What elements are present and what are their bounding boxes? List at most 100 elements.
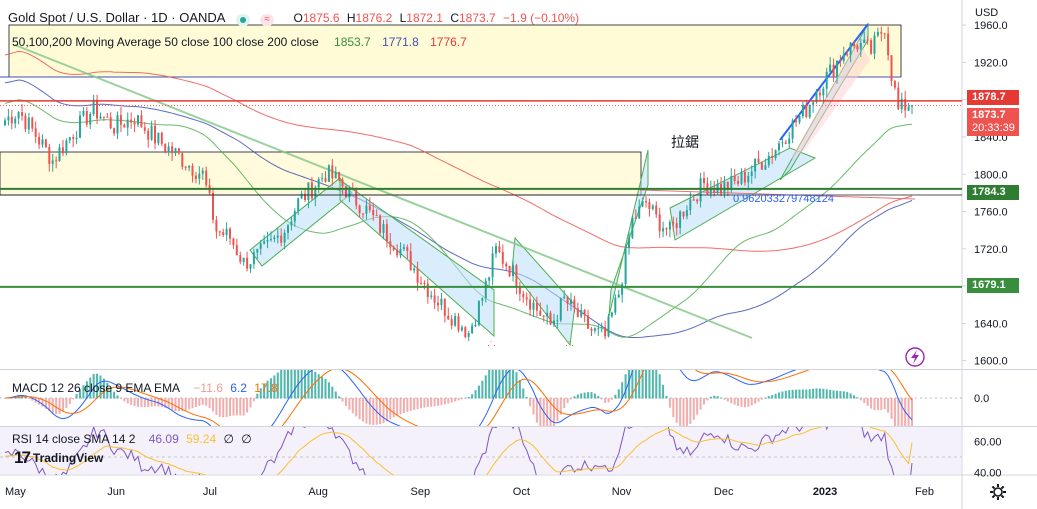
candle-body: [760, 162, 763, 170]
tradingview-wordmark: TradingView: [32, 451, 104, 465]
candle-body: [430, 295, 433, 297]
macd-hist-bar: [344, 398, 348, 406]
macd-hist-bar: [795, 389, 798, 399]
macd-legend[interactable]: MACD 12 26 close 9 EMA EMA −11.6 6.2 17.…: [12, 380, 282, 396]
candle-body: [341, 179, 344, 187]
candle-body: [205, 170, 208, 186]
macd-hist-bar: [587, 392, 590, 399]
candle-body: [355, 189, 358, 206]
ma-legend[interactable]: 50,100,200 Moving Average 50 close 100 c…: [12, 34, 471, 50]
macd-hist-bar: [402, 398, 405, 413]
macd-hist-bar: [812, 388, 815, 399]
candle-body: [61, 147, 64, 154]
macd-hist-bar: [730, 398, 733, 404]
lightning-icon[interactable]: [905, 347, 925, 367]
candle-body: [897, 87, 900, 110]
fib-ratio-label: 0.962033279748124: [733, 193, 834, 205]
candle-body: [658, 214, 661, 232]
ma-legend-title[interactable]: 50,100,200 Moving Average 50 close 100 c…: [12, 35, 319, 49]
candle-body: [911, 105, 913, 107]
macd-hist-bar: [113, 391, 116, 399]
candle-body: [44, 139, 47, 147]
macd-hist-bar: [737, 398, 740, 406]
tradingview-logo[interactable]: 17 TradingView: [14, 448, 103, 468]
time-tick-label: Jul: [203, 486, 217, 498]
candle-body: [358, 205, 361, 214]
candle-body: [171, 146, 174, 154]
macd-hist-bar: [447, 398, 450, 404]
candle-body: [447, 315, 450, 320]
macd-hist-bar: [743, 398, 746, 408]
macd-hist-bar: [805, 389, 808, 399]
macd-hist-bar: [699, 398, 702, 410]
macd-hist-bar: [48, 398, 51, 412]
drawings-zones: [0, 24, 902, 196]
candle-body: [242, 257, 245, 262]
macd-hist-bar: [225, 398, 228, 418]
price-tag-support-upper: 1784.3: [967, 185, 1019, 200]
macd-hist-bar: [222, 398, 225, 418]
macd-hist-bar: [208, 398, 211, 409]
candle-body: [587, 315, 589, 329]
candle-body: [259, 243, 262, 249]
settings-icon[interactable]: [990, 484, 1006, 500]
macd-hist-bar: [593, 393, 596, 399]
macd-hist-bar: [859, 398, 862, 401]
candle-body: [249, 264, 252, 269]
candle-body: [252, 252, 255, 265]
candle-body: [300, 193, 303, 199]
macd-hist-bar: [464, 397, 467, 399]
market-status-icon[interactable]: [235, 13, 250, 26]
candle-body: [150, 125, 153, 140]
macd-hist-bar: [668, 398, 671, 408]
candle-body: [58, 147, 61, 161]
macd-hist-bar: [194, 398, 197, 408]
candle-body: [576, 308, 579, 317]
macd-hist-bar: [430, 398, 433, 407]
macd-hist-bar: [515, 372, 518, 399]
candle-body: [184, 166, 187, 168]
candle-body: [873, 35, 876, 54]
candle-body: [160, 132, 163, 144]
macd-hist-value: −11.6: [193, 381, 223, 395]
macd-hist-bar: [835, 390, 839, 399]
currency-label[interactable]: USD: [975, 7, 999, 19]
macd-hist-bar: [494, 370, 498, 399]
symbol-legend[interactable]: Gold Spot / U.S. Dollar · 1D · OANDA ≈ O…: [8, 10, 583, 27]
candle-body: [109, 117, 112, 129]
wave-badge-icon[interactable]: ≈: [260, 13, 275, 26]
rsi-legend[interactable]: RSI 14 close SMA 14 2 46.09 59.24 ∅ ∅: [12, 431, 256, 447]
macd-hist-bar: [290, 370, 293, 399]
macd-hist-bar: [457, 398, 460, 401]
macd-legend-title[interactable]: MACD 12 26 close 9 EMA EMA: [12, 381, 181, 395]
rsi-legend-title[interactable]: RSI 14 close SMA 14 2: [12, 432, 136, 446]
candle-body: [85, 111, 88, 125]
candle-body: [709, 187, 712, 194]
candle-body: [235, 245, 238, 255]
macd-hist-bar: [788, 390, 791, 399]
candle-body: [675, 223, 678, 228]
time-tick-label: Oct: [513, 486, 530, 498]
candle-body: [92, 99, 95, 115]
macd-hist-bar: [147, 398, 150, 408]
time-axis[interactable]: May Jun Jul Aug Sep Oct Nov Dec 2023 Feb: [5, 486, 934, 498]
macd-hist-bar: [634, 370, 637, 399]
candle-body: [839, 60, 842, 62]
candle-body: [771, 155, 774, 158]
ma200-line: [4, 50, 913, 252]
macd-hist-bar: [58, 398, 61, 414]
candle-body: [573, 299, 576, 309]
symbol-badges[interactable]: ≈: [233, 11, 278, 27]
macd-hist-bar: [198, 398, 201, 406]
candle-body: [491, 253, 494, 278]
macd-hist-bar: [604, 398, 607, 403]
symbol-title[interactable]: Gold Spot / U.S. Dollar · 1D · OANDA: [8, 10, 226, 25]
candle-body: [726, 182, 729, 190]
candle-body: [399, 249, 402, 256]
macd-hist-bar: [3, 398, 7, 399]
macd-hist-bar: [645, 370, 648, 399]
macd-hist-bar: [423, 398, 426, 408]
candle-body: [471, 325, 474, 334]
candle-body: [904, 98, 907, 111]
